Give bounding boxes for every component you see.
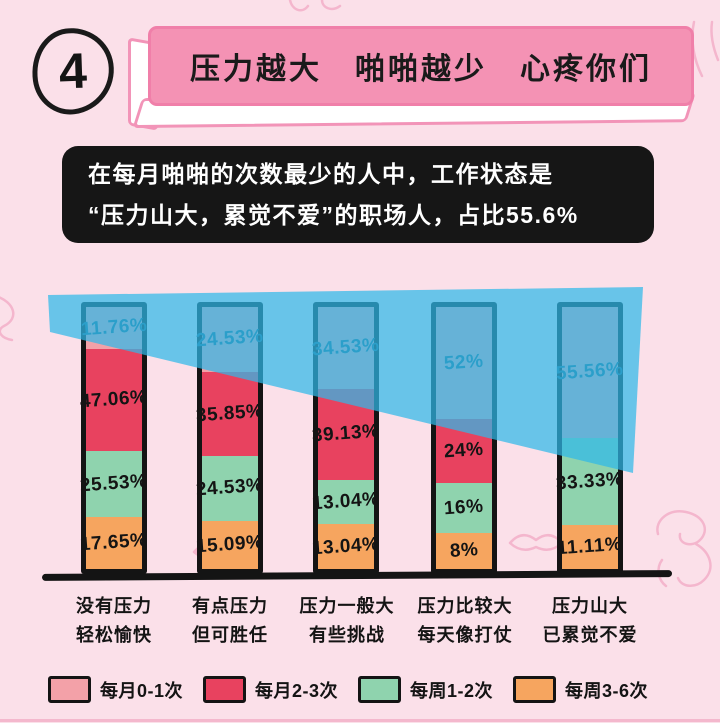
bar-segment: 8% bbox=[436, 533, 492, 570]
bar-segment: 11.76% bbox=[80, 307, 148, 350]
callout-line-1: 在每月啪啪的次数最少的人中，工作状态是 bbox=[88, 160, 554, 187]
bar-segment: 24.53% bbox=[196, 307, 264, 372]
category-label-line: 有些挑战 bbox=[309, 625, 385, 645]
page-title: 压力越大 啪啪越少 心疼你们 bbox=[148, 26, 694, 106]
bar-segment: 24.53% bbox=[196, 456, 264, 521]
segment-label: 33.33% bbox=[555, 468, 625, 494]
segment-label: 47.06% bbox=[79, 386, 149, 413]
category-label-line: 轻松愉快 bbox=[76, 625, 152, 645]
legend-swatch bbox=[358, 676, 402, 703]
callout-box: 在每月啪啪的次数最少的人中，工作状态是 “压力山大，累觉不爱”的职场人，占比55… bbox=[62, 146, 654, 243]
legend: 每月0-1次 每月2-3次 每周1-2次 每周3-6次 bbox=[48, 676, 688, 703]
category-label-line: 压力一般大 bbox=[299, 596, 395, 616]
bar-segment: 52% bbox=[436, 307, 492, 420]
category-label-line: 压力比较大 bbox=[417, 596, 513, 616]
segment-label: 24.53% bbox=[195, 326, 265, 352]
category-labels: 没有压力 轻松愉快 有点压力 但可胜任 压力一般大 有些挑战 压力比较大 每天像打仗 压力山大已… bbox=[40, 592, 700, 654]
title-banner: 压力越大 啪啪越少 心疼你们 bbox=[126, 22, 696, 131]
category-label: 压力一般大 有些挑战 bbox=[267, 592, 427, 650]
segment-label: 13.04% bbox=[311, 533, 381, 559]
legend-swatch bbox=[203, 676, 247, 703]
category-label-line: 每天像打仗 bbox=[417, 625, 513, 645]
bar: 24.53% 35.85% 24.53% 15.09% bbox=[196, 302, 264, 574]
category-label-line: 压力山大 bbox=[552, 596, 628, 616]
bar-segment: 47.06% bbox=[80, 349, 148, 452]
bottom-divider bbox=[0, 719, 720, 722]
segment-label: 8% bbox=[449, 539, 479, 563]
callout-line-2: “压力山大，累觉不爱”的职场人，占比55.6% bbox=[88, 201, 579, 228]
legend-item: 每月0-1次 bbox=[48, 676, 183, 703]
segment-label: 24% bbox=[443, 439, 485, 463]
segment-label: 11.76% bbox=[80, 314, 148, 341]
bar-segment: 39.13% bbox=[312, 389, 380, 480]
category-label: 压力比较大每天像打仗 bbox=[385, 592, 545, 650]
chart: 11.76% 47.06% 25.53% 17.65% 24.53% 35.85% 24.5… bbox=[40, 282, 700, 587]
segment-label: 25.53% bbox=[79, 470, 149, 497]
category-label: 没有压力 轻松愉快 bbox=[34, 592, 194, 650]
bar-segment: 33.33% bbox=[556, 437, 624, 526]
segment-label: 11.11% bbox=[556, 533, 624, 560]
legend-label: 每月2-3次 bbox=[255, 680, 339, 701]
legend-label: 每周1-2次 bbox=[410, 680, 494, 701]
segment-label: 55.56% bbox=[555, 359, 625, 385]
category-label: 压力山大 已累觉不爱 bbox=[510, 592, 670, 650]
legend-item: 每周3-6次 bbox=[513, 676, 648, 703]
legend-label: 每周3-6次 bbox=[565, 680, 649, 701]
bar-segment: 17.65% bbox=[80, 516, 148, 569]
bar: 11.76% 47.06% 25.53% 17.65% bbox=[80, 302, 148, 574]
segment-label: 52% bbox=[443, 350, 485, 375]
segment-label: 13.04% bbox=[311, 488, 381, 515]
legend-item: 每周1-2次 bbox=[358, 676, 493, 703]
bar-segment: 35.85% bbox=[196, 371, 264, 457]
bar-segment: 34.53% bbox=[312, 307, 380, 390]
bar: 55.56% 33.33% 11.11% bbox=[556, 302, 624, 574]
category-label-line: 有点压力 bbox=[192, 596, 268, 616]
legend-swatch bbox=[48, 676, 91, 703]
bar-segment: 11.11% bbox=[557, 525, 623, 569]
squiggle-doodle-icon bbox=[0, 296, 15, 342]
category-label-line: 没有压力 bbox=[76, 596, 152, 616]
bar-segment: 13.04% bbox=[312, 524, 380, 569]
legend-swatch bbox=[513, 676, 557, 703]
bar-segment: 15.09% bbox=[196, 520, 264, 569]
category-label-line: 已累觉不爱 bbox=[542, 625, 638, 645]
legend-item: 每月2-3次 bbox=[203, 676, 338, 703]
section-number: 4 bbox=[58, 42, 88, 100]
bar-segment: 55.56% bbox=[556, 307, 624, 438]
bar-segment: 16% bbox=[436, 483, 492, 534]
legend-label: 每月0-1次 bbox=[100, 680, 184, 701]
bar-segment: 24% bbox=[436, 419, 492, 484]
bar: 34.53% 39.13% 13.04% 13.04% bbox=[312, 302, 380, 574]
segment-label: 17.65% bbox=[79, 529, 149, 556]
category-label: 有点压力 但可胜任 bbox=[150, 592, 310, 650]
segment-label: 24.53% bbox=[195, 475, 265, 501]
category-label-line: 但可胜任 bbox=[192, 625, 268, 645]
segment-label: 34.53% bbox=[311, 334, 381, 361]
squiggle-doodle-icon bbox=[288, 0, 342, 12]
segment-label: 16% bbox=[443, 495, 485, 520]
bar-segment: 25.53% bbox=[80, 451, 148, 517]
segment-label: 39.13% bbox=[311, 421, 381, 447]
bar: 52% 24% 16% 8% bbox=[431, 302, 497, 574]
section-number-badge: 4 bbox=[26, 22, 120, 120]
segment-label: 15.09% bbox=[195, 531, 265, 558]
segment-label: 35.85% bbox=[195, 400, 265, 427]
bar-segment: 13.04% bbox=[312, 479, 380, 525]
